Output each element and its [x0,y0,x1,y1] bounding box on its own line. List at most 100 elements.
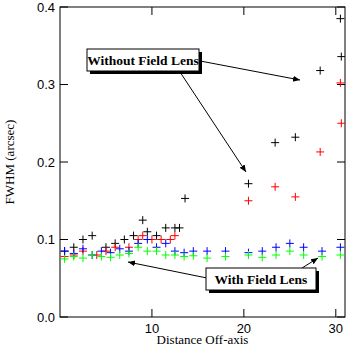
point [134,243,142,251]
point [171,251,179,259]
point [125,249,133,257]
point [272,243,280,251]
point [139,232,147,240]
point [291,133,299,141]
point [271,183,279,191]
point [143,247,151,255]
annotation-box [206,268,316,290]
plot-frame [60,7,345,317]
y-tick-right [337,317,345,318]
annotation-text: Without Field Lens [87,53,199,68]
y-tick [60,317,68,318]
point [258,253,266,261]
point [79,245,87,253]
point [337,119,345,127]
point [176,224,184,232]
point [180,253,188,261]
point [181,194,189,202]
point [316,67,324,75]
point [316,148,324,156]
point [272,251,280,259]
point [79,254,87,262]
point [143,236,151,244]
point [336,15,344,23]
y-tick-right [337,162,345,163]
point [97,253,105,261]
x-tick [335,309,336,317]
point [139,216,147,224]
y-tick-right [337,84,345,85]
point [300,251,308,259]
x-tick-top [335,7,336,15]
point [70,253,78,261]
point [336,251,344,259]
point [107,253,115,261]
x-tick [243,309,244,317]
point [271,139,279,147]
plot-area [61,15,345,263]
point [318,253,326,261]
annotation-box [87,49,199,71]
point [300,243,308,251]
point [143,228,151,236]
y-tick [60,239,68,240]
point [61,247,69,255]
point [162,239,170,247]
point [88,251,96,259]
point [79,236,87,244]
point [221,253,229,261]
x-tick-label: 30 [329,321,343,336]
x-axis-label: Distance Off-axis [157,332,249,347]
point [244,180,252,188]
point [130,232,138,240]
point [88,232,96,240]
point [244,197,252,205]
point [116,251,124,259]
y-tick-right [337,7,345,8]
point [153,247,161,255]
point [203,247,211,255]
point [61,255,69,263]
x-tick [151,309,152,317]
point [337,53,345,61]
point [157,236,165,244]
point [166,236,174,244]
point [171,232,179,240]
point [162,224,170,232]
y-tick-label: 0.2 [37,155,55,170]
point [61,247,69,255]
point [336,243,344,251]
y-tick-label: 0.1 [37,232,55,247]
y-tick [60,162,68,163]
y-tick-label: 0.0 [37,310,55,325]
point [120,236,128,244]
annotation-arrow [302,258,318,268]
annotation-arrow [180,72,246,172]
annotation-text: With Field Lens [215,272,308,287]
series [61,15,345,256]
x-tick-top [243,7,244,15]
y-tick-label: 0.4 [37,0,55,15]
annotation-arrow [195,60,300,80]
series [61,243,345,263]
point [286,247,294,255]
point [291,193,299,201]
y-tick [60,7,68,8]
point [162,251,170,259]
y-tick-label: 0.3 [37,77,55,92]
point [153,232,161,240]
point [111,243,119,251]
y-tick-right [337,239,345,240]
annotation-arrow [128,262,207,278]
point [286,239,294,247]
point [203,254,211,262]
point [88,251,96,259]
point [336,79,344,87]
chart: 1020300.00.10.20.30.4Distance Off-axisFW… [0,0,350,353]
y-axis-label: FWHM (arcsec) [2,120,17,205]
point [244,251,252,259]
series [61,236,345,260]
x-tick-top [151,7,152,15]
y-tick [60,84,68,85]
point [189,252,197,260]
